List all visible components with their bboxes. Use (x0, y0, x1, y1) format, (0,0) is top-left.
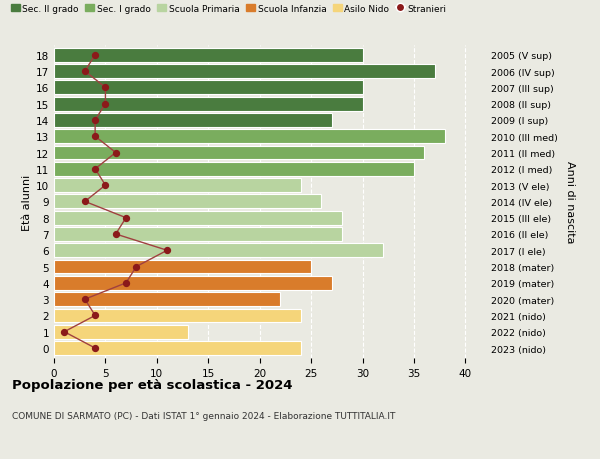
Point (111, 231, 121, 238)
Point (101, 182, 110, 190)
Bar (54, 162, 414, 176)
Bar (54, 211, 342, 225)
Bar (54, 49, 362, 62)
Point (59, 328, 69, 336)
Point (91, 117, 100, 124)
Bar (54, 228, 342, 241)
Bar (54, 81, 362, 95)
Point (91, 133, 100, 140)
Y-axis label: Età alunni: Età alunni (22, 174, 32, 230)
Bar (54, 309, 301, 323)
Bar (54, 130, 445, 144)
Bar (54, 195, 322, 209)
Point (131, 263, 141, 271)
Text: Popolazione per età scolastica - 2024: Popolazione per età scolastica - 2024 (12, 379, 293, 392)
Bar (54, 179, 301, 193)
Bar (54, 325, 188, 339)
Legend: Sec. II grado, Sec. I grado, Scuola Primaria, Scuola Infanzia, Asilo Nido, Stran: Sec. II grado, Sec. I grado, Scuola Prim… (11, 5, 446, 13)
Bar (54, 292, 280, 307)
Bar (54, 97, 362, 112)
Bar (54, 114, 332, 128)
Y-axis label: Anni di nascita: Anni di nascita (565, 161, 575, 243)
Point (80, 198, 89, 206)
Point (121, 280, 131, 287)
Point (91, 52, 100, 59)
Bar (54, 276, 332, 290)
Point (80, 296, 89, 303)
Bar (54, 260, 311, 274)
Bar (54, 146, 424, 160)
Bar (54, 341, 301, 355)
Bar (54, 244, 383, 257)
Point (101, 84, 110, 92)
Point (91, 166, 100, 173)
Bar (54, 65, 434, 79)
Text: COMUNE DI SARMATO (PC) - Dati ISTAT 1° gennaio 2024 - Elaborazione TUTTITALIA.IT: COMUNE DI SARMATO (PC) - Dati ISTAT 1° g… (12, 411, 395, 420)
Point (101, 101, 110, 108)
Point (163, 247, 172, 254)
Point (111, 150, 121, 157)
Point (121, 214, 131, 222)
Point (91, 312, 100, 319)
Point (91, 345, 100, 352)
Point (80, 68, 89, 76)
